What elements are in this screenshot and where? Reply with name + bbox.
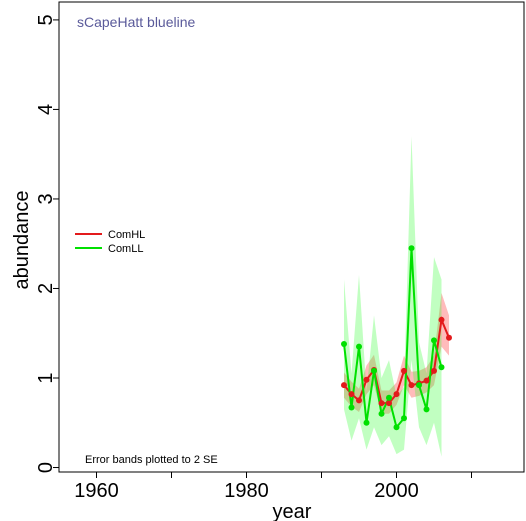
data-point-comll	[438, 364, 445, 371]
data-point-comhl	[348, 391, 355, 398]
data-point-comll	[431, 337, 437, 344]
series-line-comll	[343, 248, 443, 430]
legend-label-comhl: ComHL	[108, 229, 145, 241]
data-point-comhl	[386, 400, 392, 407]
plot-frame	[58, 1, 525, 473]
legend-label-comll: ComLL	[108, 243, 143, 255]
x-tick-label: 1960	[74, 480, 119, 502]
series-points	[341, 245, 452, 431]
data-point-comll	[393, 424, 400, 431]
data-point-comll	[401, 415, 407, 422]
x-axis: 1960 1980 2000	[74, 472, 472, 502]
error-band-note: Error bands plotted to 2 SE	[85, 454, 218, 466]
y-tick-label: 2	[35, 283, 57, 294]
data-point-comhl	[446, 334, 452, 341]
error-bands	[344, 136, 449, 457]
x-axis-label: year	[273, 501, 312, 521]
y-axis-label: abundance	[11, 191, 33, 290]
y-tick-label: 1	[35, 372, 57, 383]
data-point-comll	[423, 406, 430, 413]
y-tick-label: 4	[35, 104, 57, 115]
data-point-comll	[356, 343, 362, 350]
legend: ComHL ComLL	[75, 229, 145, 255]
data-point-comhl	[401, 367, 407, 374]
x-tick-label: 2000	[374, 480, 419, 502]
y-tick-label: 5	[35, 14, 57, 25]
data-point-comll	[378, 410, 385, 417]
data-point-comll	[408, 245, 415, 252]
data-point-comhl	[341, 382, 347, 389]
data-point-comll	[371, 367, 377, 374]
data-point-comhl	[378, 400, 385, 407]
data-point-comll	[348, 404, 355, 411]
y-tick-label: 3	[35, 193, 57, 204]
y-axis: 0 1 2 3 4 5	[35, 14, 59, 473]
data-point-comhl	[431, 367, 437, 374]
error-band-comhl	[344, 292, 449, 414]
data-point-comll	[341, 340, 347, 347]
data-point-comll	[363, 419, 370, 426]
x-tick-label: 1980	[224, 480, 269, 502]
data-point-comhl	[423, 377, 430, 384]
data-point-comll	[416, 382, 422, 389]
data-point-comll	[386, 394, 392, 401]
data-point-comhl	[393, 391, 400, 398]
chart-title: sCapeHatt blueline	[77, 14, 196, 30]
data-point-comhl	[438, 316, 445, 323]
data-point-comhl	[356, 397, 362, 404]
data-point-comhl	[408, 382, 415, 389]
y-tick-label: 0	[35, 462, 57, 473]
data-point-comhl	[363, 376, 370, 383]
